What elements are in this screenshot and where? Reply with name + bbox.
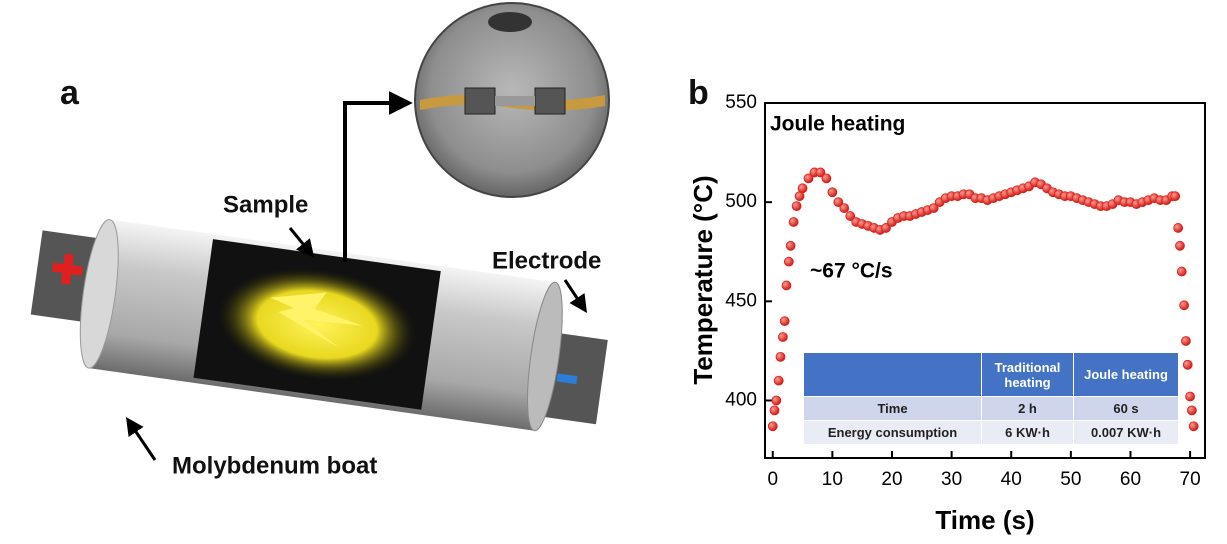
data-point bbox=[781, 280, 792, 291]
data-point bbox=[777, 332, 788, 342]
sample-label: Sample bbox=[223, 191, 308, 218]
rate-annotation: ~67 °C/s bbox=[810, 260, 893, 283]
data-point bbox=[797, 183, 808, 194]
panel-label: b bbox=[688, 74, 709, 112]
data-point bbox=[775, 351, 786, 362]
sample-holder bbox=[495, 96, 535, 106]
data-point bbox=[1170, 191, 1181, 202]
data-point bbox=[771, 395, 782, 406]
annotation: Joule heating bbox=[770, 113, 905, 136]
data-point bbox=[1188, 421, 1199, 432]
y-tick-label: 550 bbox=[725, 92, 757, 113]
table-cell: 60 s bbox=[1073, 396, 1179, 421]
data-point bbox=[1179, 300, 1190, 311]
clamp bbox=[534, 87, 566, 115]
table-cell: 2 h bbox=[981, 396, 1074, 421]
boat-label: Molybdenum boat bbox=[172, 452, 377, 479]
electrode-label: Electrode bbox=[492, 247, 601, 274]
data-point bbox=[1186, 405, 1197, 416]
data-point bbox=[783, 256, 794, 267]
arrow bbox=[343, 91, 413, 262]
table-cell: Time bbox=[803, 396, 982, 421]
data-point bbox=[788, 217, 799, 227]
data-point bbox=[785, 240, 796, 251]
data-point bbox=[773, 375, 784, 386]
y-tick-label: 450 bbox=[725, 290, 757, 311]
clamp bbox=[464, 87, 496, 115]
x-tick-label: 0 bbox=[767, 469, 778, 490]
data-point bbox=[1185, 391, 1195, 402]
glow bbox=[217, 268, 417, 381]
plus-sign bbox=[51, 253, 83, 285]
data-point bbox=[881, 223, 891, 233]
data-point bbox=[827, 187, 838, 198]
data-point bbox=[779, 316, 790, 327]
data-point bbox=[767, 421, 778, 432]
panel-label: a bbox=[60, 74, 80, 112]
data-point bbox=[769, 405, 780, 416]
table-cell: 0.007 KW·h bbox=[1073, 420, 1179, 445]
chamber-port bbox=[488, 12, 532, 32]
data-point bbox=[845, 211, 856, 221]
table-header: Joule heating bbox=[1073, 352, 1179, 397]
table-corner bbox=[803, 352, 982, 397]
data-point bbox=[928, 203, 939, 214]
table-cell: Energy consumption bbox=[803, 420, 982, 445]
boat-end bbox=[527, 281, 563, 432]
data-point bbox=[803, 173, 814, 184]
y-tick-label: 500 bbox=[725, 191, 757, 212]
plot-frame bbox=[764, 102, 1206, 459]
x-tick-label: 10 bbox=[822, 469, 843, 490]
table-header: Traditional heating bbox=[981, 352, 1074, 397]
data-point bbox=[1182, 359, 1193, 370]
data-point bbox=[1181, 336, 1191, 346]
arrow bbox=[288, 227, 315, 258]
y-tick-label: 400 bbox=[725, 390, 757, 411]
data-point bbox=[815, 167, 826, 178]
data-point bbox=[821, 173, 832, 184]
x-tick-label: 20 bbox=[881, 469, 902, 490]
x-tick-label: 70 bbox=[1180, 469, 1201, 490]
data-point bbox=[1176, 266, 1187, 277]
x-axis-label: Time (s) bbox=[935, 505, 1034, 535]
x-tick-label: 30 bbox=[941, 469, 962, 490]
boat-end bbox=[79, 219, 119, 369]
data-point bbox=[839, 203, 850, 214]
table-cell: 6 KW·h bbox=[981, 420, 1074, 445]
data-point bbox=[833, 197, 844, 208]
arrow bbox=[563, 279, 587, 313]
data-point bbox=[791, 201, 802, 212]
x-tick-label: 40 bbox=[1001, 469, 1022, 490]
y-axis-label: Temperature (°C) bbox=[688, 175, 718, 384]
arrow bbox=[125, 417, 157, 461]
data-point bbox=[1175, 240, 1185, 251]
minus-sign bbox=[556, 373, 578, 385]
cylinder-assembly bbox=[30, 219, 608, 432]
comparison-table: Traditional heating Joule heating Time 2 h… bbox=[803, 352, 1179, 445]
x-tick-label: 60 bbox=[1120, 469, 1141, 490]
data-point bbox=[1173, 223, 1184, 233]
lightning-bolt bbox=[270, 292, 363, 348]
x-tick-label: 50 bbox=[1060, 469, 1081, 490]
